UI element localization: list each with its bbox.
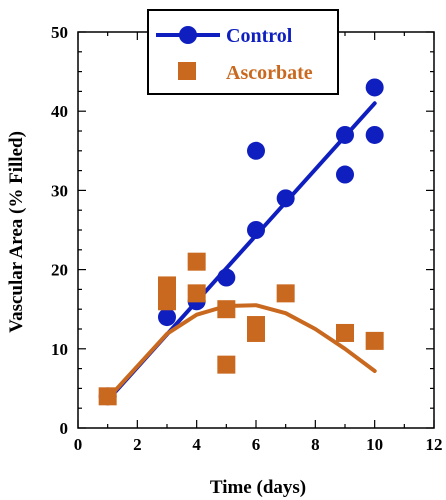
point-ascorbate — [98, 387, 117, 406]
legend-item-control: Control — [156, 25, 293, 47]
point-ascorbate — [217, 355, 236, 374]
x-tick-label: 12 — [426, 435, 443, 454]
point-control — [336, 125, 354, 144]
legend-ascorbate-label: Ascorbate — [226, 62, 313, 84]
point-control — [247, 221, 265, 239]
point-control — [365, 78, 384, 97]
fit-lines — [105, 101, 377, 403]
x-tick-label: 10 — [366, 435, 383, 454]
y-tick-label: 20 — [51, 261, 68, 280]
legend-item-ascorbate: Ascorbate — [178, 62, 313, 84]
x-tick-label: 0 — [74, 435, 83, 454]
axes: 0 2 4 6 8 10 12 0 10 20 30 40 50 — [51, 23, 443, 454]
y-tick-label: 30 — [51, 181, 68, 200]
y-tick-label: 10 — [51, 340, 68, 359]
legend-control-label: Control — [226, 25, 293, 47]
point-ascorbate — [158, 292, 176, 311]
point-control — [247, 141, 265, 160]
point-ascorbate — [187, 252, 206, 271]
x-tick-label: 4 — [192, 435, 201, 454]
data-markers — [98, 78, 384, 406]
point-ascorbate — [247, 323, 265, 342]
point-ascorbate — [276, 284, 295, 303]
point-ascorbate — [336, 323, 354, 342]
point-ascorbate — [217, 300, 236, 319]
point-control — [365, 125, 384, 144]
point-control — [336, 165, 354, 184]
point-control — [276, 189, 295, 208]
point-ascorbate — [187, 284, 206, 303]
y-tick-label: 0 — [60, 419, 69, 438]
point-control — [217, 268, 236, 287]
fit-line-ascorbate — [105, 303, 377, 401]
point-ascorbate — [365, 331, 384, 350]
x-tick-label: 8 — [311, 435, 320, 454]
point-control — [158, 308, 176, 327]
y-tick-label: 50 — [51, 23, 68, 42]
x-axis-title: Time (days) — [210, 477, 306, 498]
y-tick-label: 40 — [51, 102, 68, 121]
y-axis-title: Vascular Area (% Filled) — [6, 131, 27, 333]
legend-ascorbate-marker — [178, 62, 196, 80]
legend-control-marker — [179, 26, 197, 44]
x-tick-label: 2 — [133, 435, 142, 454]
x-tick-label: 6 — [252, 435, 261, 454]
legend: Control Ascorbate — [147, 9, 339, 95]
